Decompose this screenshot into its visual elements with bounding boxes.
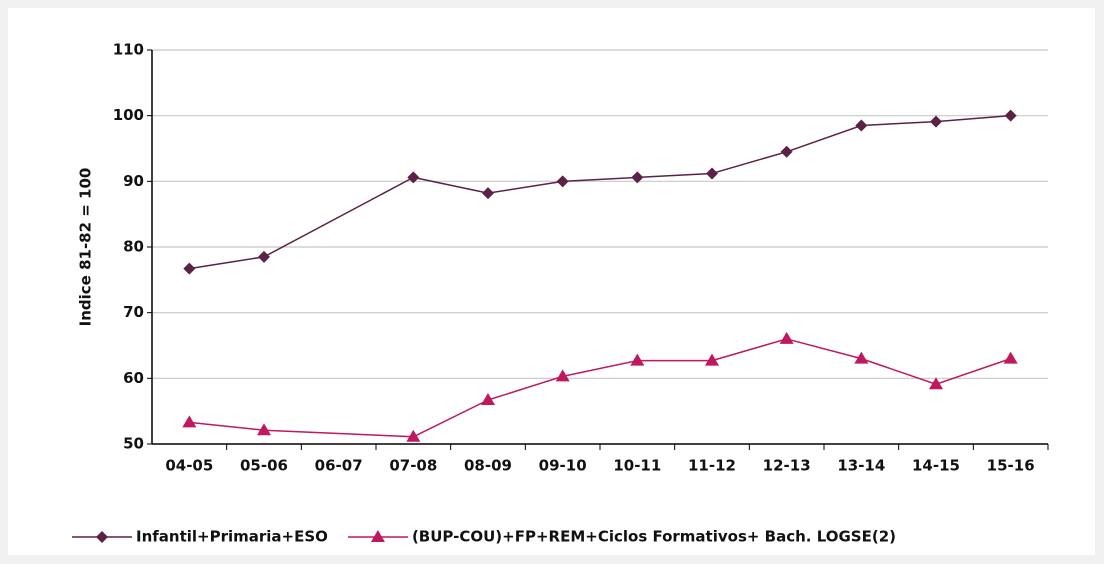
point	[630, 353, 645, 366]
legend-label: (BUP-COU)+FP+REM+Ciclos Formativos+ Bach…	[412, 528, 896, 546]
line-segment	[711, 151, 787, 175]
point	[481, 393, 495, 406]
point	[182, 415, 197, 428]
line-segment	[786, 124, 862, 153]
point	[183, 262, 196, 275]
line-segment	[637, 172, 713, 179]
line-segment	[487, 375, 563, 401]
y-tick-label: 90	[123, 172, 144, 190]
point	[855, 119, 868, 132]
point	[780, 145, 793, 158]
x-tick-label: 04-05	[165, 457, 213, 475]
point	[1003, 351, 1018, 364]
point	[854, 351, 869, 364]
point	[1004, 109, 1017, 122]
line-segment	[263, 176, 414, 258]
point	[929, 377, 943, 390]
y-tick-label: 60	[123, 369, 144, 387]
line-segment	[413, 399, 489, 438]
point	[406, 429, 421, 442]
line-segment	[413, 176, 489, 194]
x-tick-label: 15-16	[987, 457, 1035, 475]
point	[705, 353, 719, 366]
legend-label: Infantil+Primaria+ESO	[136, 528, 328, 546]
y-tick-label: 100	[113, 106, 144, 124]
x-tick-label: 09-10	[539, 457, 587, 475]
line-segment	[935, 114, 1011, 123]
x-tick-label: 07-08	[389, 457, 437, 475]
line-segment	[562, 359, 638, 378]
point	[930, 115, 942, 128]
x-tick-label: 12-13	[763, 457, 811, 475]
x-tick-label: 14-15	[912, 457, 960, 475]
x-tick-label: 11-12	[688, 457, 736, 475]
point	[257, 423, 271, 436]
x-tick-label: 06-07	[315, 457, 363, 475]
x-tick-label: 10-11	[613, 457, 661, 475]
y-tick-label: 70	[123, 303, 144, 321]
line-segment	[786, 338, 862, 360]
line-segment	[487, 180, 563, 194]
point	[555, 369, 570, 382]
point	[482, 187, 494, 200]
legend-marker	[370, 530, 385, 542]
point	[556, 175, 569, 188]
x-tick-label: 05-06	[240, 457, 288, 475]
x-tick-label: 13-14	[837, 457, 885, 475]
point	[631, 171, 644, 184]
y-tick-label: 50	[123, 435, 144, 453]
y-axis-label: Indice 81-82 = 100	[77, 168, 95, 327]
line-segment	[189, 256, 265, 270]
line-segment	[861, 357, 937, 385]
panel	[8, 8, 1095, 555]
line-segment	[711, 338, 787, 362]
y-tick-label: 80	[123, 238, 144, 256]
point	[706, 167, 718, 180]
point	[258, 250, 270, 263]
legend-marker	[96, 531, 108, 543]
line-segment	[562, 176, 638, 183]
line-segment	[263, 429, 414, 438]
line-segment	[935, 357, 1011, 385]
point	[407, 171, 420, 184]
line-segment	[189, 421, 265, 431]
line-segment	[861, 120, 937, 127]
x-tick-label: 08-09	[464, 457, 512, 475]
point	[779, 331, 794, 344]
y-tick-label: 110	[113, 41, 144, 59]
